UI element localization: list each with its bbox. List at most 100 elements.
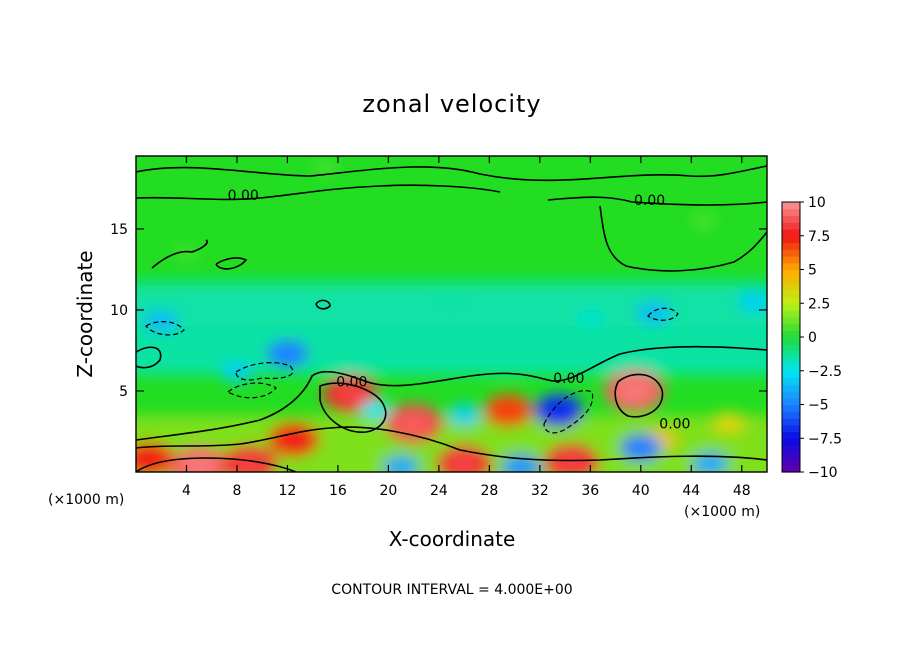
colorbar-segment [782, 397, 800, 406]
colorbar-segment [782, 404, 800, 412]
colorbar-segment [782, 303, 800, 311]
plot-area: 0.00 0.00 0.00 0.00 0.00 [135, 155, 768, 473]
contour-line-zero-upper [136, 184, 501, 201]
velocity-field [136, 160, 767, 472]
field-feature-core [556, 451, 587, 472]
contour-line-red-loop [319, 382, 387, 433]
colorbar-tick-label: 5 [808, 263, 817, 279]
x-tick-label: 24 [430, 483, 448, 499]
y-tick-label: 5 [119, 384, 128, 400]
contour-dashed-mid [235, 362, 294, 381]
field-feature [692, 213, 716, 229]
x-tick-label: 4 [182, 483, 191, 499]
colorbar-tick-label: −2.5 [808, 364, 842, 380]
plot-frame [135, 155, 768, 473]
colorbar-segment [782, 316, 800, 325]
x-axis-title: X-coordinate [389, 527, 516, 551]
contour-dashed-right [543, 390, 594, 434]
colorbar-segment [782, 438, 800, 446]
colorbar-segment [782, 418, 800, 426]
colorbar-segment [782, 370, 800, 379]
colorbar-segment [782, 249, 800, 257]
colorbar-segment [782, 451, 800, 460]
colorbar-segment [782, 256, 800, 264]
field-feature [382, 454, 420, 472]
y-axis-title: Z-coordinate [73, 250, 97, 377]
colorbar-segment [782, 445, 800, 453]
contour-label-group: 0.00 0.00 0.00 0.00 0.00 [228, 188, 691, 432]
colorbar-segment [782, 208, 800, 217]
x-tick-label: 44 [682, 483, 700, 499]
colorbar-segment [782, 276, 800, 284]
colorbar-tick-label: −7.5 [808, 431, 842, 447]
contour-label: 0.00 [336, 374, 367, 390]
field-feature-core [618, 379, 651, 403]
field-feature-core [182, 455, 216, 472]
x-tick-label: 12 [279, 483, 297, 499]
x-axis: 4 8 12 16 20 24 28 32 36 40 44 48 [182, 156, 751, 499]
x-tick-label: 32 [531, 483, 549, 499]
field-feature [575, 308, 605, 328]
colorbar-segment [782, 296, 800, 304]
colorbar-segment [782, 465, 800, 473]
colorbar-segment [782, 384, 800, 392]
field-feature-core [397, 412, 430, 435]
field-feature-core [335, 383, 366, 405]
colorbar-segment [782, 269, 800, 277]
contour-label: 0.00 [553, 371, 584, 387]
x-tick-label: 36 [581, 483, 599, 499]
colorbar-segment [782, 242, 800, 250]
colorbar-segment [782, 222, 800, 230]
colorbar-segment [782, 202, 800, 210]
field-feature [266, 339, 309, 368]
colorbar-segment [782, 337, 800, 345]
colorbar-segment [782, 289, 800, 298]
colorbar-segment [782, 343, 800, 352]
x-tick-label: 48 [733, 483, 751, 499]
x-tick-label: 20 [379, 483, 397, 499]
colorbar: 10 7.5 5 2.5 0 −2.5 −5 −7.5 −10 [781, 195, 842, 481]
contour-line-tiny [315, 299, 331, 310]
colorbar-segment [782, 357, 800, 365]
contour-line-upper-right [547, 196, 767, 206]
contour-lines-negative [145, 307, 679, 434]
contour-line-lower-left [136, 346, 162, 369]
contour-line-upper-right-loop [599, 205, 767, 272]
colorbar-tick-label: 0 [808, 330, 817, 346]
contour-line-small-left [215, 257, 248, 270]
contour-label: 0.00 [659, 416, 690, 432]
contour-dashed-left [145, 321, 185, 336]
colorbar-segment [782, 323, 800, 331]
x-tick-label: 8 [232, 483, 241, 499]
chart-title: zonal velocity [362, 90, 541, 118]
x-tick-label: 28 [480, 483, 498, 499]
colorbar-segment [782, 229, 800, 237]
colorbar-tick-label: 2.5 [808, 296, 830, 312]
colorbar-segment [782, 310, 800, 318]
colorbar-segment [782, 283, 800, 291]
contour-line-upper [136, 165, 767, 182]
contour-lines [136, 165, 767, 472]
field-feature-core [545, 401, 573, 420]
field-feature [737, 291, 767, 313]
contour-line-mid-lower [136, 345, 767, 441]
contour-dashed-upper-right [647, 307, 679, 321]
x-unit-right: (×1000 m) [684, 504, 760, 520]
field-feature-core [234, 453, 265, 472]
field-feature [711, 411, 747, 435]
colorbar-segment [782, 215, 800, 223]
x-tick-label: 40 [632, 483, 650, 499]
colorbar-tick-label: 10 [808, 195, 826, 211]
contour-dashed-center [226, 382, 277, 399]
colorbar-segment [782, 377, 800, 385]
field-feature-core [448, 453, 480, 472]
contour-interval-caption: CONTOUR INTERVAL = 4.000E+00 [331, 582, 572, 598]
contour-line-orange-loop [614, 373, 664, 418]
colorbar-segment [782, 424, 800, 433]
colorbar-segment [782, 411, 800, 419]
field-feature [635, 301, 672, 325]
x-tick-label: 16 [329, 483, 347, 499]
y-tick-label: 10 [110, 303, 128, 319]
contour-label: 0.00 [634, 193, 665, 209]
